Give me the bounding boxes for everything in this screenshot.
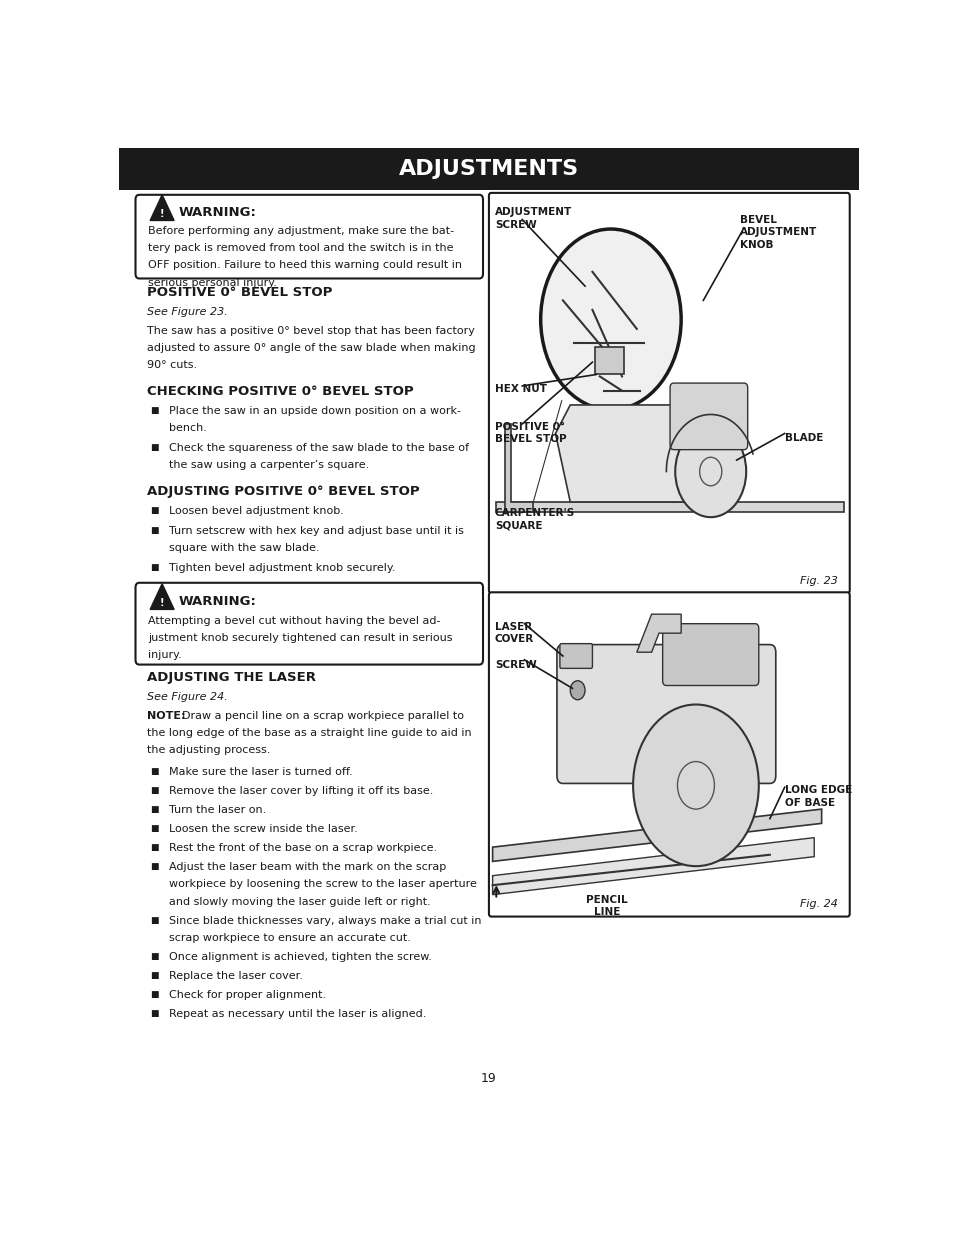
Text: PENCIL
LINE: PENCIL LINE (586, 894, 627, 918)
Text: Fig. 23: Fig. 23 (800, 576, 837, 585)
FancyBboxPatch shape (135, 583, 482, 664)
Text: ■: ■ (151, 844, 158, 852)
Text: POSITIVE 0° BEVEL STOP: POSITIVE 0° BEVEL STOP (147, 287, 332, 299)
Circle shape (633, 704, 758, 866)
FancyBboxPatch shape (488, 593, 849, 916)
Polygon shape (150, 195, 174, 221)
Text: Turn the laser on.: Turn the laser on. (169, 805, 266, 815)
Text: ADJUSTMENT
SCREW: ADJUSTMENT SCREW (495, 207, 572, 230)
Polygon shape (496, 501, 842, 513)
Text: Attempting a bevel cut without having the bevel ad-: Attempting a bevel cut without having th… (148, 616, 440, 626)
Text: the adjusting process.: the adjusting process. (147, 746, 270, 756)
Text: NOTE:: NOTE: (147, 711, 185, 721)
Text: square with the saw blade.: square with the saw blade. (169, 543, 319, 553)
Text: Check the squareness of the saw blade to the base of: Check the squareness of the saw blade to… (169, 443, 468, 453)
Text: Remove the laser cover by lifting it off its base.: Remove the laser cover by lifting it off… (169, 787, 433, 797)
Text: Make sure the laser is turned off.: Make sure the laser is turned off. (169, 767, 353, 777)
FancyBboxPatch shape (662, 624, 758, 685)
Text: bench.: bench. (169, 424, 207, 433)
Text: tery pack is removed from tool and the switch is in the: tery pack is removed from tool and the s… (148, 243, 453, 253)
Text: See Figure 24.: See Figure 24. (147, 692, 227, 703)
Text: ■: ■ (151, 506, 158, 515)
Text: injury.: injury. (148, 651, 182, 661)
Text: BLADE: BLADE (783, 433, 822, 443)
Text: Place the saw in an upside down position on a work-: Place the saw in an upside down position… (169, 406, 460, 416)
Text: 19: 19 (480, 1072, 497, 1084)
Text: ■: ■ (151, 862, 158, 872)
Text: Replace the laser cover.: Replace the laser cover. (169, 971, 302, 981)
Polygon shape (637, 614, 680, 652)
Text: ■: ■ (151, 767, 158, 777)
Circle shape (570, 680, 584, 700)
FancyBboxPatch shape (135, 195, 482, 278)
Text: Fig. 24: Fig. 24 (800, 899, 837, 909)
Text: ■: ■ (151, 989, 158, 999)
FancyBboxPatch shape (119, 148, 858, 190)
Text: ■: ■ (151, 563, 158, 572)
Text: the saw using a carpenter’s square.: the saw using a carpenter’s square. (169, 461, 369, 471)
Text: ADJUSTING THE LASER: ADJUSTING THE LASER (147, 672, 315, 684)
Text: ■: ■ (151, 824, 158, 834)
Polygon shape (555, 405, 740, 501)
Text: Turn setscrew with hex key and adjust base until it is: Turn setscrew with hex key and adjust ba… (169, 526, 463, 536)
Text: See Figure 23.: See Figure 23. (147, 308, 227, 317)
Text: CHECKING POSITIVE 0° BEVEL STOP: CHECKING POSITIVE 0° BEVEL STOP (147, 385, 413, 398)
Text: the long edge of the base as a straight line guide to aid in: the long edge of the base as a straight … (147, 729, 471, 739)
Text: ADJUSTING POSITIVE 0° BEVEL STOP: ADJUSTING POSITIVE 0° BEVEL STOP (147, 485, 418, 498)
Polygon shape (492, 809, 821, 862)
Text: workpiece by loosening the screw to the laser aperture: workpiece by loosening the screw to the … (169, 879, 476, 889)
Text: Repeat as necessary until the laser is aligned.: Repeat as necessary until the laser is a… (169, 1009, 426, 1019)
Circle shape (675, 426, 745, 517)
Text: Adjust the laser beam with the mark on the scrap: Adjust the laser beam with the mark on t… (169, 862, 446, 872)
Text: ■: ■ (151, 952, 158, 961)
Text: The saw has a positive 0° bevel stop that has been factory: The saw has a positive 0° bevel stop tha… (147, 326, 474, 336)
FancyBboxPatch shape (669, 383, 747, 450)
Text: Loosen bevel adjustment knob.: Loosen bevel adjustment knob. (169, 506, 343, 516)
Text: Check for proper alignment.: Check for proper alignment. (169, 989, 326, 1000)
Text: adjusted to assure 0° angle of the saw blade when making: adjusted to assure 0° angle of the saw b… (147, 343, 475, 353)
Text: ■: ■ (151, 805, 158, 814)
Text: !: ! (160, 598, 164, 608)
Text: LASER
COVER: LASER COVER (495, 621, 534, 645)
Text: ADJUSTMENTS: ADJUSTMENTS (398, 159, 578, 179)
Polygon shape (150, 584, 174, 609)
Text: ■: ■ (151, 443, 158, 452)
Text: 90° cuts.: 90° cuts. (147, 361, 196, 370)
Text: and slowly moving the laser guide left or right.: and slowly moving the laser guide left o… (169, 897, 430, 906)
Text: BEVEL
ADJUSTMENT
KNOB: BEVEL ADJUSTMENT KNOB (740, 215, 817, 249)
Text: justment knob securely tightened can result in serious: justment knob securely tightened can res… (148, 634, 452, 643)
Text: ■: ■ (151, 971, 158, 979)
Text: Loosen the screw inside the laser.: Loosen the screw inside the laser. (169, 824, 357, 835)
Text: Draw a pencil line on a scrap workpiece parallel to: Draw a pencil line on a scrap workpiece … (182, 711, 463, 721)
Text: CARPENTER'S
SQUARE: CARPENTER'S SQUARE (495, 508, 575, 530)
Text: Once alignment is achieved, tighten the screw.: Once alignment is achieved, tighten the … (169, 952, 432, 962)
Text: Rest the front of the base on a scrap workpiece.: Rest the front of the base on a scrap wo… (169, 844, 436, 853)
Text: Before performing any adjustment, make sure the bat-: Before performing any adjustment, make s… (148, 226, 454, 236)
Text: OFF position. Failure to heed this warning could result in: OFF position. Failure to heed this warni… (148, 261, 461, 270)
FancyBboxPatch shape (557, 645, 775, 783)
Text: ■: ■ (151, 1009, 158, 1018)
Text: !: ! (160, 209, 164, 219)
Text: Since blade thicknesses vary, always make a trial cut in: Since blade thicknesses vary, always mak… (169, 915, 480, 925)
Text: ■: ■ (151, 915, 158, 925)
Text: HEX NUT: HEX NUT (495, 384, 546, 394)
Text: scrap workpiece to ensure an accurate cut.: scrap workpiece to ensure an accurate cu… (169, 932, 410, 942)
Text: WARNING:: WARNING: (178, 595, 256, 609)
Circle shape (540, 228, 680, 410)
Text: SCREW: SCREW (495, 659, 536, 669)
Text: WARNING:: WARNING: (178, 206, 256, 220)
Text: ■: ■ (151, 406, 158, 415)
Polygon shape (492, 837, 813, 894)
FancyBboxPatch shape (559, 643, 592, 668)
Text: ■: ■ (151, 526, 158, 535)
Text: Tighten bevel adjustment knob securely.: Tighten bevel adjustment knob securely. (169, 563, 395, 573)
Text: POSITIVE 0°
BEVEL STOP: POSITIVE 0° BEVEL STOP (495, 422, 566, 445)
FancyBboxPatch shape (594, 347, 623, 373)
Text: LONG EDGE
OF BASE: LONG EDGE OF BASE (783, 785, 851, 808)
Text: ■: ■ (151, 787, 158, 795)
Text: serious personal injury.: serious personal injury. (148, 278, 276, 288)
FancyBboxPatch shape (488, 193, 849, 593)
Polygon shape (505, 424, 533, 513)
